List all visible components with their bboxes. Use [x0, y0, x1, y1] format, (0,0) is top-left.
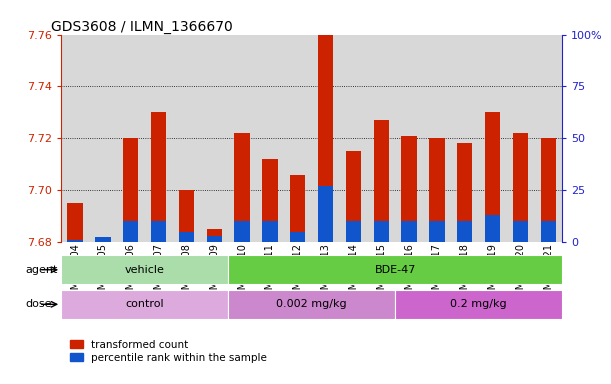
Bar: [290, 232, 306, 242]
Bar: [67, 203, 82, 242]
Bar: [207, 236, 222, 242]
Bar: [178, 190, 194, 242]
Bar: [123, 221, 138, 242]
Bar: [151, 221, 166, 242]
Bar: [373, 221, 389, 242]
Bar: [429, 221, 445, 242]
Bar: [485, 215, 500, 242]
Text: 0.002 mg/kg: 0.002 mg/kg: [276, 299, 347, 310]
Bar: [346, 151, 361, 242]
Bar: [228, 290, 395, 319]
Text: agent: agent: [25, 265, 57, 275]
Bar: [123, 138, 138, 242]
Bar: [513, 133, 528, 242]
Bar: [401, 221, 417, 242]
Bar: [401, 136, 417, 242]
Bar: [151, 112, 166, 242]
Bar: [235, 133, 250, 242]
Bar: [235, 221, 250, 242]
Bar: [457, 221, 472, 242]
Bar: [262, 221, 277, 242]
Bar: [178, 232, 194, 242]
Bar: [395, 290, 562, 319]
Bar: [318, 35, 333, 242]
Bar: [207, 229, 222, 242]
Bar: [541, 138, 556, 242]
Bar: [373, 120, 389, 242]
Text: control: control: [125, 299, 164, 310]
Bar: [262, 159, 277, 242]
Text: GDS3608 / ILMN_1366670: GDS3608 / ILMN_1366670: [51, 20, 233, 33]
Bar: [429, 138, 445, 242]
Bar: [61, 255, 228, 285]
Text: dose: dose: [25, 299, 51, 310]
Text: 0.2 mg/kg: 0.2 mg/kg: [450, 299, 507, 310]
Bar: [95, 237, 111, 242]
Text: BDE-47: BDE-47: [375, 265, 416, 275]
Bar: [485, 112, 500, 242]
Bar: [95, 237, 111, 242]
Bar: [318, 186, 333, 242]
Bar: [513, 221, 528, 242]
Bar: [541, 221, 556, 242]
Bar: [228, 255, 562, 285]
Legend: transformed count, percentile rank within the sample: transformed count, percentile rank withi…: [67, 336, 271, 367]
Bar: [67, 240, 82, 242]
Text: vehicle: vehicle: [125, 265, 164, 275]
Bar: [346, 221, 361, 242]
Bar: [290, 174, 306, 242]
Bar: [457, 143, 472, 242]
Bar: [61, 290, 228, 319]
